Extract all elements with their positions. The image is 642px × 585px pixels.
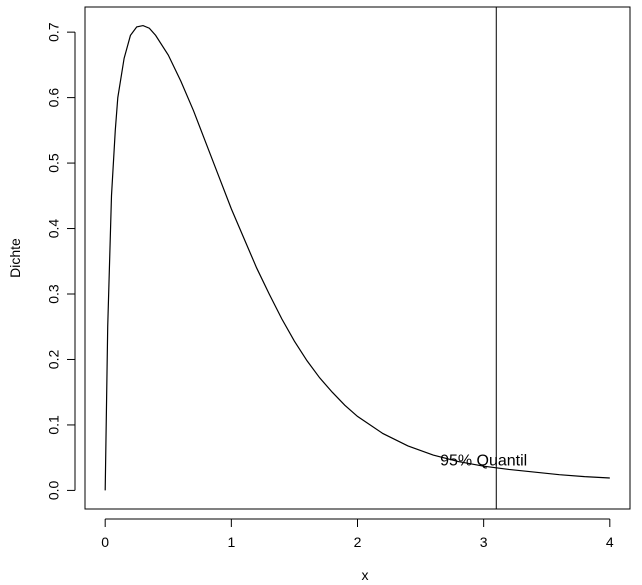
y-tick-label: 0.4 [46, 219, 62, 239]
x-tick-label: 2 [354, 534, 362, 550]
x-tick-label: 4 [606, 534, 614, 550]
plot-frame [84, 6, 631, 510]
y-axis-label: Dichte [7, 238, 23, 278]
x-axis: 0 1 2 3 4 [101, 518, 614, 550]
y-tick-label: 0.1 [46, 415, 62, 435]
y-axis: 0.0 0.1 0.2 0.3 0.4 0.5 0.6 0.7 [46, 22, 76, 500]
quantile-annotation: 95% Quantil [440, 453, 527, 470]
y-tick-label: 0.5 [46, 153, 62, 173]
x-axis-label: x [362, 567, 369, 583]
y-tick-label: 0.2 [46, 350, 62, 370]
y-tick-label: 0.3 [46, 284, 62, 304]
x-tick-label: 3 [480, 534, 488, 550]
y-tick-label: 0.0 [46, 480, 62, 500]
y-tick-label: 0.7 [46, 22, 62, 42]
x-tick-label: 0 [101, 534, 109, 550]
density-curve [104, 24, 610, 491]
x-tick-label: 1 [227, 534, 235, 550]
y-tick-label: 0.6 [46, 88, 62, 108]
